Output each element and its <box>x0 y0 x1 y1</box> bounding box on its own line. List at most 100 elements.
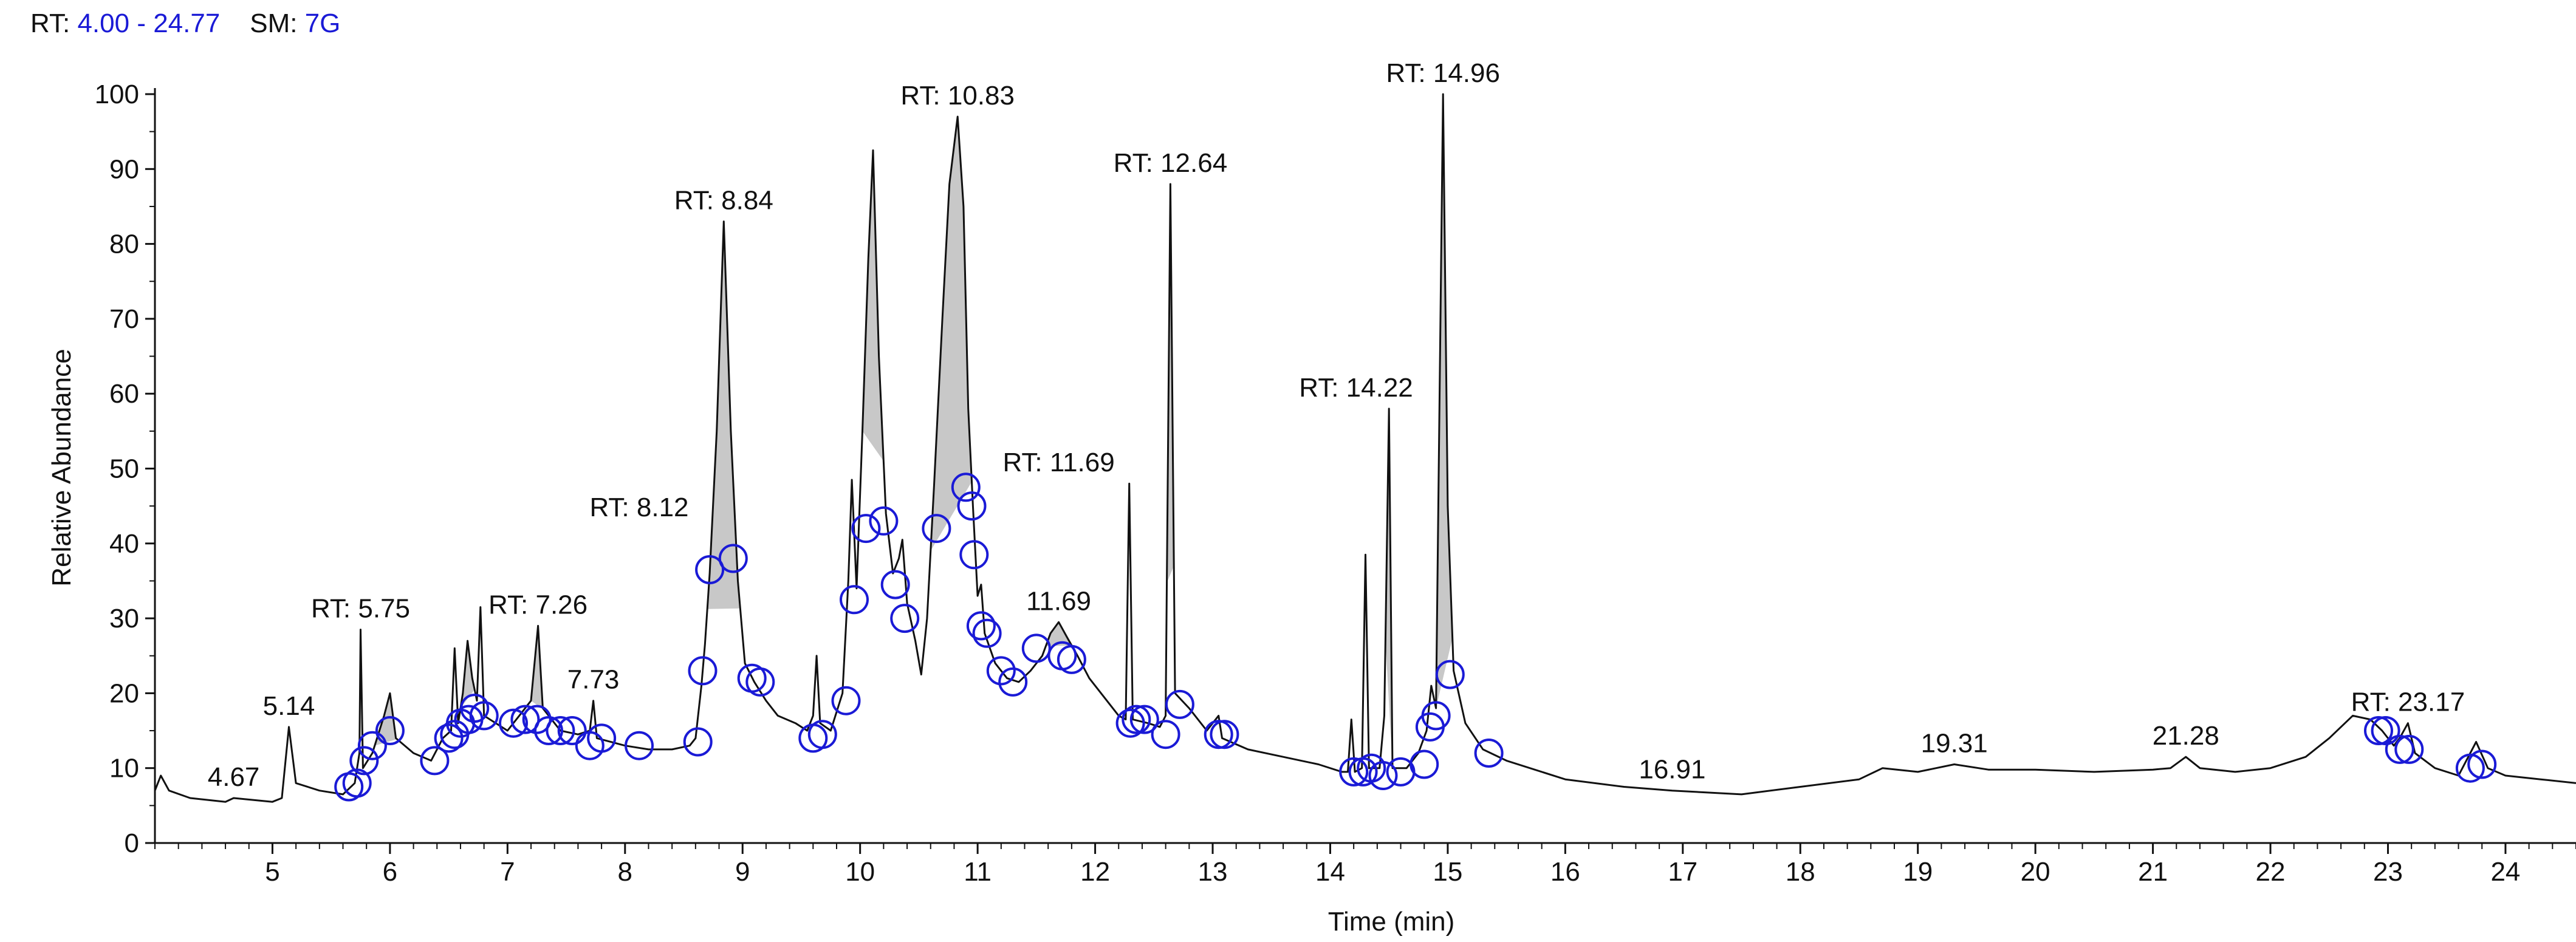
peak-marker <box>2467 749 2497 779</box>
peak-marker <box>349 746 379 776</box>
y-tick-label-10: 10 <box>109 754 139 783</box>
peak-marker <box>972 618 1002 648</box>
peak-marker <box>998 667 1028 697</box>
peak-marker <box>2385 734 2414 764</box>
x-tick-label-12: 12 <box>1080 857 1110 887</box>
peak-fill-6.66 <box>461 641 475 709</box>
rt-label: RT: <box>30 9 70 38</box>
peak-marker <box>1474 739 1504 768</box>
sm-label: SM: <box>250 9 298 38</box>
peak-marker <box>460 694 490 723</box>
peak-label: RT: 8.84 <box>674 186 773 216</box>
peak-marker <box>1129 705 1159 734</box>
peak-marker <box>375 716 405 745</box>
peak-marker <box>469 701 499 731</box>
marker-layer <box>334 473 2497 802</box>
peak-label: RT: 5.75 <box>311 594 410 624</box>
x-tick-label-9: 9 <box>735 857 750 887</box>
peak-marker <box>342 768 372 798</box>
y-tick-label-0: 0 <box>125 828 139 858</box>
x-tick-label-22: 22 <box>2256 857 2286 887</box>
axes: 0 10 20 30 40 50 60 70 80 90 100 5 6 7 8 9 10 11 12 13 14 15 1… <box>95 80 2576 887</box>
peak-marker <box>851 514 881 544</box>
peak-marker <box>557 716 587 745</box>
peak-marker <box>683 727 713 757</box>
peak-marker <box>1151 720 1180 749</box>
peak-fill-7.26 <box>531 626 544 710</box>
peak-label: 11.69 <box>1026 586 1091 616</box>
peak-label: RT: 10.83 <box>900 81 1015 111</box>
peak-marker <box>1421 701 1451 731</box>
peak-marker <box>695 555 725 584</box>
peak-marker <box>1165 689 1194 719</box>
peak-marker <box>922 514 951 544</box>
peak-marker <box>840 585 869 615</box>
peak-label: RT: 11.69 <box>1002 448 1114 477</box>
peak-marker <box>959 540 989 570</box>
peak-marker <box>831 686 861 715</box>
peak-marker <box>2394 734 2424 764</box>
peak-label: 21.28 <box>2153 721 2219 751</box>
peak-marker <box>1204 720 1233 749</box>
peak-fill-10.83 <box>930 117 972 551</box>
peak-marker <box>1057 644 1086 674</box>
peak-marker <box>534 716 563 745</box>
peak-fill-8.84 <box>707 221 741 609</box>
peak-label: RT: 23.17 <box>2351 688 2465 717</box>
peak-marker <box>510 705 540 734</box>
y-tick-label-80: 80 <box>109 230 139 259</box>
peak-marker <box>420 746 450 776</box>
chart-header: RT: 4.00 - 24.77 SM: 7G <box>30 9 340 39</box>
y-tick-label-60: 60 <box>109 379 139 409</box>
rt-range-value: 4.00 - 24.77 <box>77 9 221 38</box>
peak-marker <box>357 731 387 760</box>
peak-marker <box>1410 749 1439 779</box>
peak-marker <box>1435 660 1465 689</box>
x-tick-label-20: 20 <box>2021 857 2050 887</box>
peak-marker <box>499 708 528 738</box>
x-tick-label-23: 23 <box>2373 857 2403 887</box>
peak-marker <box>1122 705 1151 734</box>
x-tick-label-10: 10 <box>845 857 875 887</box>
peak-marker <box>625 731 654 760</box>
x-tick-label-11: 11 <box>964 857 992 887</box>
x-tick-label-15: 15 <box>1433 857 1462 887</box>
peak-label: 16.91 <box>1639 755 1705 785</box>
x-tick-label-5: 5 <box>265 857 279 887</box>
peak-marker <box>587 723 617 753</box>
x-tick-label-18: 18 <box>1786 857 1815 887</box>
peak-label: RT: 14.22 <box>1299 373 1413 403</box>
peak-marker <box>2371 716 2400 745</box>
peak-marker <box>890 604 920 633</box>
x-axis-title: Time (min) <box>1328 907 1455 937</box>
peak-marker <box>745 667 775 697</box>
chromatogram-trace <box>154 93 2576 803</box>
peak-marker <box>880 570 910 599</box>
x-tick-label-19: 19 <box>1903 857 1933 887</box>
peak-label: 5.14 <box>263 691 315 721</box>
peak-marker <box>718 544 748 573</box>
y-tick-label-70: 70 <box>109 304 139 334</box>
peak-marker <box>2364 716 2393 745</box>
x-tick-label-6: 6 <box>383 857 397 887</box>
peak-label: RT: 8.12 <box>589 493 688 522</box>
peak-marker <box>951 473 981 502</box>
trace-layer <box>154 93 2576 803</box>
y-tick-label-20: 20 <box>109 678 139 708</box>
peak-marker <box>986 656 1016 686</box>
y-axis-title: Relative Abundance <box>47 349 77 586</box>
x-tick-label-16: 16 <box>1550 857 1580 887</box>
y-tick-label-90: 90 <box>109 154 139 184</box>
peak-marker <box>1368 761 1398 790</box>
peak-label: 4.67 <box>208 762 260 792</box>
peak-marker <box>807 720 837 749</box>
sm-value: 7G <box>304 9 341 38</box>
x-tick-label-17: 17 <box>1668 857 1697 887</box>
peak-marker <box>522 705 552 734</box>
y-tick-label-30: 30 <box>109 604 139 633</box>
peak-marker <box>1210 720 1239 749</box>
x-tick-label-7: 7 <box>500 857 515 887</box>
y-tick-label-50: 50 <box>109 454 139 484</box>
peak-fill-14.96 <box>1436 94 1453 709</box>
